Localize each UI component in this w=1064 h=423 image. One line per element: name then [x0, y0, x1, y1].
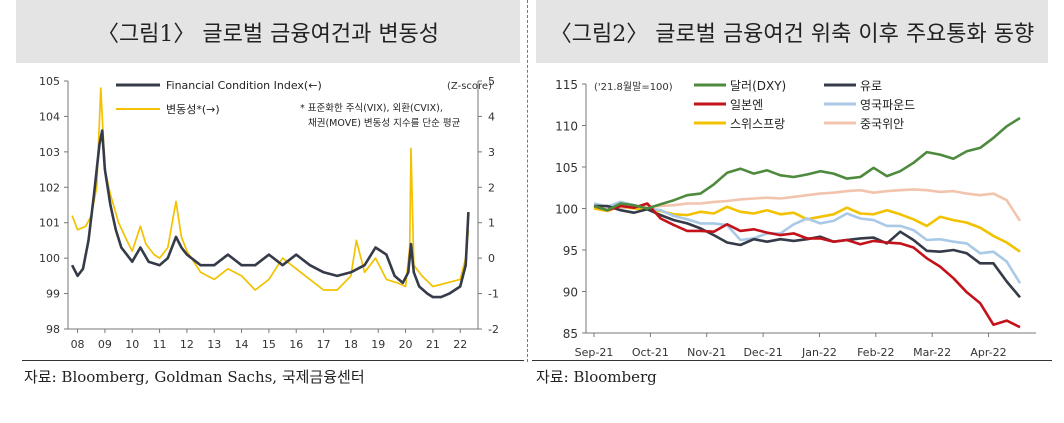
x-tick-label: Feb-22: [857, 346, 894, 359]
series-line-3: [593, 200, 1022, 284]
chart-major-currencies: 85 90 95 100 105 110 115 Sep-21 Oct-21 Nov-21 Dec-…: [555, 78, 1036, 359]
x-tick-label: 10: [125, 338, 139, 351]
x-tick-label: 16: [289, 338, 303, 351]
panel2-source: 자료: Bloomberg: [536, 368, 657, 386]
x-tick-label: 18: [344, 338, 358, 351]
y-tick-label: 85: [563, 327, 578, 341]
left-tick-label: 101: [39, 217, 60, 230]
legend-label-5: 중국위안: [860, 117, 904, 131]
right-tick-label: 4: [488, 110, 495, 123]
panel2-title: 〈그림2〉 글로벌 금융여건 위축 이후 주요통화 동향: [536, 0, 1048, 63]
panel-divider: [527, 0, 528, 362]
left-tick-label: 103: [39, 146, 60, 159]
right-tick-label: 0: [488, 252, 495, 265]
legend-label-volatility: 변동성*(→): [166, 103, 220, 116]
right-tick-label: 1: [488, 217, 495, 230]
series-line-0: [593, 116, 1021, 212]
series-line-5: [593, 188, 1022, 222]
series-line-fci: [70, 129, 470, 299]
y-tick-label: 105: [555, 161, 578, 175]
x-tick-label: Apr-22: [970, 346, 1006, 359]
legend-label-2: 일본엔: [730, 98, 763, 112]
series-line-volatility: [71, 87, 470, 291]
x-tick-label: 21: [426, 338, 440, 351]
x-tick-label: 19: [371, 338, 385, 351]
right-axis-label: (Z-score): [447, 81, 492, 92]
x-tick-label: 09: [98, 338, 112, 351]
right-tick-label: 2: [488, 181, 495, 194]
annotation-line-2: 채권(MOVE) 변동성 지수를 단순 평균: [308, 117, 461, 129]
panel1-baseline: [22, 360, 524, 361]
x-tick-label: Oct-21: [632, 346, 669, 359]
legend-label-3: 영국파운드: [860, 98, 915, 112]
left-tick-label: 98: [46, 323, 60, 336]
left-tick-label: 102: [39, 181, 60, 194]
y-tick-label: 100: [555, 203, 578, 217]
legend-label-1: 유로: [860, 79, 882, 93]
x-tick-label: Sep-21: [575, 346, 614, 359]
y-tick-label: 115: [555, 78, 578, 92]
x-tick-label: 12: [180, 338, 194, 351]
panel1-source: 자료: Bloomberg, Goldman Sachs, 국제금융센터: [24, 368, 365, 386]
legend-label-0: 달러(DXY): [730, 79, 786, 93]
right-tick-label: 3: [488, 146, 495, 159]
y-tick-label: 110: [555, 120, 578, 134]
left-tick-label: 105: [39, 75, 60, 88]
y-tick-label: 95: [563, 244, 578, 258]
x-tick-label: 08: [71, 338, 85, 351]
right-tick-label: 5: [488, 75, 495, 88]
x-tick-label: Dec-21: [743, 346, 782, 359]
series-line-2: [593, 202, 1021, 329]
x-tick-label: 13: [207, 338, 221, 351]
annotation-line-1: * 표준화한 주식(VIX), 외환(CVIX),: [300, 102, 443, 114]
y-tick-label: 90: [563, 286, 578, 300]
x-tick-label: 14: [235, 338, 249, 351]
x-tick-label: Jan-22: [801, 346, 837, 359]
x-tick-label: 22: [453, 338, 467, 351]
left-tick-label: 104: [39, 110, 60, 123]
x-tick-label: 11: [153, 338, 167, 351]
left-tick-label: 99: [46, 288, 60, 301]
right-tick-label: -1: [488, 288, 499, 301]
left-tick-label: 100: [39, 252, 60, 265]
x-tick-label: 17: [317, 338, 331, 351]
axis-note: ('21.8월말=100): [594, 81, 673, 93]
x-tick-label: 15: [262, 338, 276, 351]
x-tick-label: 20: [399, 338, 413, 351]
right-tick-label: -2: [488, 323, 499, 336]
panel2-baseline: [532, 360, 1052, 361]
legend-label-fci: Financial Condition Index(←): [166, 79, 322, 92]
x-tick-label: Nov-21: [687, 346, 726, 359]
panel1-title: 〈그림1〉 글로벌 금융여건과 변동성: [16, 0, 520, 63]
x-tick-label: Mar-22: [913, 346, 951, 359]
legend-label-4: 스위스프랑: [730, 117, 785, 131]
